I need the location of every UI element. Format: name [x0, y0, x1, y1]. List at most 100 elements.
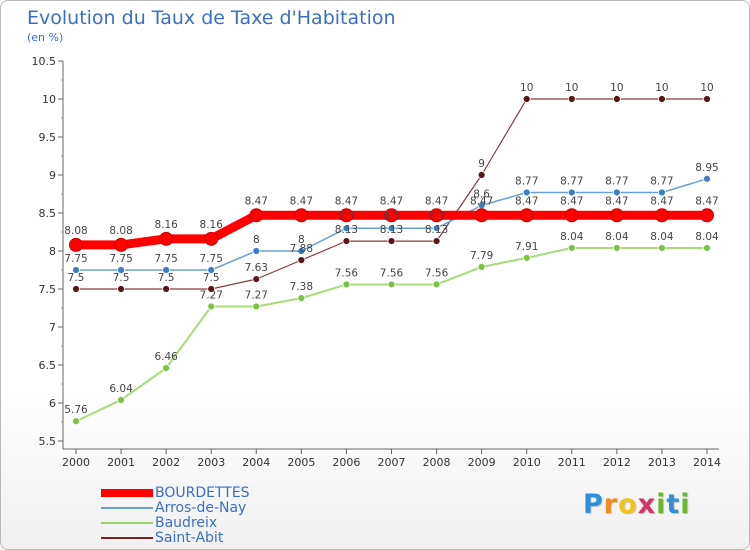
x-tick-label: 2004: [242, 456, 270, 469]
data-point: [387, 224, 396, 233]
data-point: [432, 237, 441, 246]
data-label: 7.79: [470, 250, 493, 262]
legend-swatch: [101, 507, 153, 509]
data-point: [207, 302, 216, 311]
data-point: [474, 208, 489, 223]
y-tick-label: 5.5: [39, 435, 57, 448]
data-label: 8.47: [380, 195, 403, 207]
logo-letter: x: [637, 489, 657, 520]
legend-label: Saint-Abit: [155, 530, 224, 546]
legend-swatch: [101, 537, 153, 539]
data-label: 7.27: [245, 289, 268, 301]
x-tick-label: 2009: [468, 456, 496, 469]
data-point: [658, 188, 666, 197]
data-label: 8.6: [473, 188, 490, 200]
data-point: [252, 247, 261, 255]
data-label: 8: [298, 234, 305, 246]
data-label: 7.56: [425, 267, 449, 279]
legend-label: Arros-de-Nay: [155, 500, 247, 516]
data-label: 7.27: [200, 289, 223, 301]
data-point: [429, 208, 444, 223]
y-tick-label: 6.5: [39, 359, 57, 372]
x-tick-label: 2002: [152, 456, 180, 469]
data-label: 8.08: [64, 225, 87, 237]
y-tick-label: 10.5: [32, 55, 57, 68]
data-point: [342, 280, 351, 289]
data-label: 10: [520, 82, 533, 94]
data-label: 8.3: [383, 211, 400, 223]
data-label: 10: [565, 82, 578, 94]
data-label: 9: [478, 158, 485, 170]
data-point: [294, 208, 309, 223]
data-label: 7.5: [113, 272, 130, 284]
data-point: [159, 231, 174, 246]
x-tick-label: 2005: [287, 456, 315, 469]
data-label: 8.47: [695, 195, 718, 207]
x-tick-label: 2010: [513, 456, 541, 469]
data-point: [342, 237, 351, 246]
data-point: [387, 280, 396, 289]
y-tick-label: 10: [42, 93, 56, 106]
logo-letter: r: [603, 489, 619, 520]
data-point: [519, 208, 534, 223]
data-label: 8.3: [428, 211, 445, 223]
data-point: [162, 364, 171, 372]
data-label: 8.47: [470, 195, 493, 207]
data-label: 8.3: [338, 211, 355, 223]
data-point: [339, 208, 354, 223]
data-point: [162, 266, 171, 274]
y-tick-label: 9: [49, 169, 56, 182]
data-label: 10: [700, 82, 713, 94]
data-point: [703, 174, 711, 183]
data-label: 8: [253, 234, 260, 246]
data-label: 7.91: [515, 241, 538, 253]
data-point: [252, 302, 261, 311]
data-point: [658, 95, 666, 103]
data-label: 8.16: [200, 219, 224, 231]
series-baudreix: [72, 244, 711, 426]
data-point: [658, 244, 666, 252]
data-point: [700, 208, 714, 223]
data-label: 8.13: [425, 224, 448, 236]
data-label: 8.47: [245, 195, 268, 207]
data-label: 8.77: [605, 175, 628, 187]
x-tick-label: 2007: [378, 456, 406, 469]
x-tick-label: 2014: [693, 456, 721, 469]
data-label: 8.47: [515, 195, 538, 207]
data-label: 8.04: [560, 231, 584, 243]
data-point: [69, 237, 83, 252]
data-point: [567, 188, 576, 197]
data-point: [432, 224, 441, 233]
y-tick-label: 7: [49, 321, 56, 334]
data-label: 6.46: [154, 351, 178, 363]
y-tick-label: 7.5: [39, 283, 57, 296]
data-label: 8.77: [515, 175, 538, 187]
data-label: 8.04: [650, 231, 674, 243]
data-point: [72, 266, 80, 274]
legend-label: BOURDETTES: [155, 485, 250, 501]
data-point: [297, 247, 306, 255]
data-point: [207, 266, 216, 274]
data-label: 7.63: [245, 262, 268, 274]
data-point: [612, 244, 621, 252]
legend-swatch: [101, 489, 153, 497]
data-label: 8.47: [650, 195, 673, 207]
x-tick-label: 2003: [197, 456, 225, 469]
data-point: [384, 208, 399, 223]
data-point: [703, 95, 711, 103]
data-label: 8.13: [335, 224, 358, 236]
data-point: [162, 285, 171, 293]
x-tick-label: 2012: [603, 456, 631, 469]
logo-letter: t: [666, 489, 681, 520]
data-label: 7.5: [68, 272, 85, 284]
data-point: [249, 208, 264, 223]
data-label: 7.38: [290, 281, 313, 293]
y-tick-label: 8.5: [39, 207, 57, 220]
data-point: [204, 231, 219, 246]
y-tick-label: 6: [49, 397, 56, 410]
data-point: [703, 244, 711, 252]
chart-title: Evolution du Taux de Taxe d'Habitation: [27, 7, 396, 29]
data-label: 8.04: [605, 231, 629, 243]
data-point: [114, 237, 129, 252]
data-label: 7.56: [380, 267, 404, 279]
